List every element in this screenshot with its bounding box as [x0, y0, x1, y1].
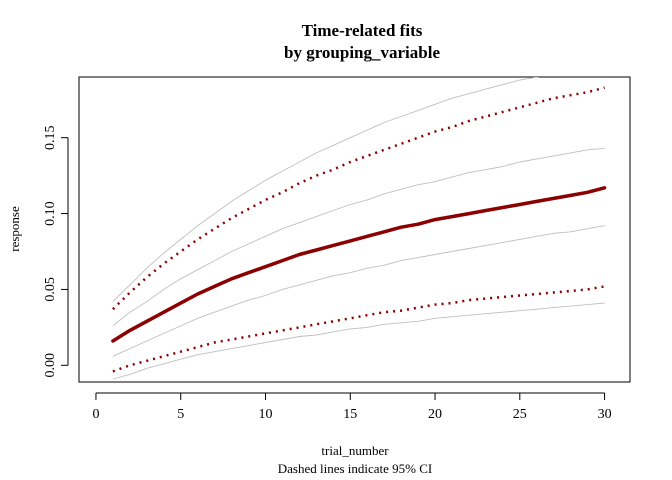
series-line-thin-4 — [112, 147, 605, 327]
series-layer — [111, 77, 607, 380]
series-line-thin-6 — [112, 302, 605, 380]
series-line-thin-5 — [112, 225, 605, 357]
x-tick-label: 20 — [428, 407, 442, 422]
x-tick-label: 10 — [258, 407, 272, 422]
series-line-thin-3 — [112, 77, 540, 302]
x-tick-label: 5 — [177, 407, 184, 422]
x-tick-label: 25 — [513, 407, 527, 422]
chart-subtitle: by grouping_variable — [284, 43, 440, 62]
series-line-dotted-1 — [112, 86, 605, 311]
y-tick-label: 0.00 — [43, 353, 58, 378]
x-tick-label: 15 — [343, 407, 357, 422]
y-axis: 0.00 0.05 0.10 0.15 — [43, 125, 69, 378]
y-axis-label: response — [7, 206, 22, 252]
y-tick-label: 0.05 — [43, 277, 58, 302]
x-axis-label: trial_number — [321, 443, 389, 458]
chart-caption: Dashed lines indicate 95% CI — [278, 461, 433, 476]
series-line-dotted-2 — [112, 285, 605, 373]
chart-title: Time-related fits — [302, 21, 423, 40]
plot-frame — [78, 76, 631, 383]
y-tick-label: 0.15 — [43, 125, 58, 150]
x-axis: 0 5 10 15 20 25 30 — [92, 392, 612, 422]
y-tick-label: 0.10 — [43, 201, 58, 226]
x-tick-label: 0 — [92, 407, 99, 422]
x-tick-label: 30 — [598, 407, 612, 422]
series-line-solid-thick-0 — [111, 186, 607, 343]
